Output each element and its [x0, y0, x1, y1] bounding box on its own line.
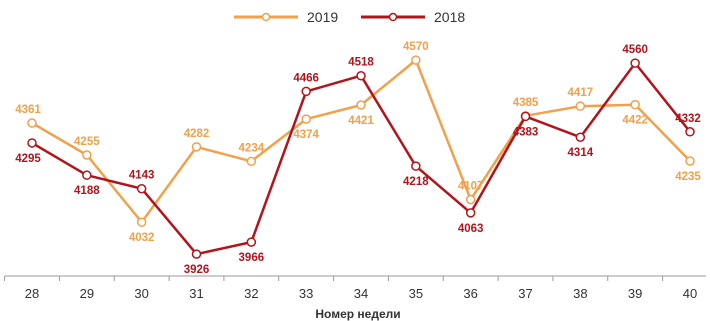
data-point-2018 [356, 70, 366, 81]
legend-marker-2019 [261, 12, 271, 22]
x-tick-label: 34 [354, 286, 368, 301]
data-label-2018: 4560 [622, 44, 648, 56]
data-point-2018 [136, 183, 147, 194]
data-label-2019: 4374 [293, 129, 319, 141]
data-label-2018: 4314 [568, 147, 594, 159]
data-label-2018: 4332 [675, 113, 701, 125]
data-label-2019: 4235 [675, 171, 701, 183]
legend: 2019 2018 [234, 9, 465, 25]
data-point-2018 [575, 132, 586, 142]
x-tick-label: 38 [573, 286, 587, 301]
data-point-2019 [685, 156, 695, 166]
data-label-2018: 4063 [458, 223, 484, 235]
data-label-2018: 3966 [239, 252, 265, 264]
data-point-2019 [27, 118, 37, 128]
x-tick-label: 35 [409, 286, 423, 301]
data-label-2018: 4188 [74, 185, 100, 197]
data-point-2019 [630, 99, 640, 110]
data-label-2019: 4107 [458, 181, 484, 193]
data-point-2018 [27, 138, 37, 148]
x-tick-label: 32 [244, 286, 258, 301]
series-line-2019 [31, 58, 691, 224]
data-point-2019 [575, 101, 586, 111]
legend-marker-2018 [388, 12, 398, 22]
x-tick-label: 31 [189, 286, 203, 301]
legend-item-2019: 2019 [234, 9, 338, 25]
x-tick-label: 30 [134, 286, 148, 301]
data-point-2019 [246, 156, 257, 167]
data-label-2019: 4361 [15, 104, 41, 116]
legend-label-2019: 2019 [307, 9, 338, 25]
data-label-2019: 4570 [403, 41, 429, 53]
data-label-2019: 4282 [184, 128, 210, 140]
data-point-2018 [301, 86, 311, 97]
x-tick-label: 37 [518, 286, 532, 301]
data-point-2018 [630, 58, 640, 68]
x-tick-label: 33 [299, 286, 313, 301]
x-tick-label: 40 [683, 286, 697, 301]
data-point-2019 [465, 194, 476, 205]
data-label-2018: 4466 [293, 72, 319, 84]
data-point-2018 [411, 161, 421, 171]
data-point-2019 [301, 114, 311, 124]
data-point-2019 [356, 100, 366, 110]
data-label-2018: 3926 [184, 264, 210, 276]
x-axis-ticks: 28 29 30 31 32 33 34 35 36 37 38 39 40 [4, 276, 697, 301]
data-point-2019 [411, 55, 421, 65]
plot-area: 4361 4255 4032 4282 4234 4374 4421 4570 4107 4385… [15, 41, 701, 276]
data-point-2018 [520, 111, 531, 122]
data-point-2018 [246, 237, 257, 247]
data-label-2018: 4218 [403, 176, 429, 188]
x-tick-label: 39 [628, 286, 642, 301]
data-point-2019 [82, 150, 92, 160]
data-label-2019: 4255 [74, 136, 100, 148]
data-point-2018 [685, 127, 695, 137]
x-tick-label: 28 [25, 286, 39, 301]
x-tick-label: 36 [463, 286, 477, 301]
data-label-2019: 4422 [622, 115, 648, 127]
data-point-2019 [191, 142, 202, 152]
data-point-2018 [82, 170, 92, 180]
data-point-2018 [465, 208, 476, 218]
data-label-2018: 4518 [348, 57, 374, 69]
data-label-2019: 4234 [239, 142, 265, 154]
data-label-2018: 4295 [15, 153, 41, 165]
x-tick-label: 29 [80, 286, 94, 301]
data-label-2018: 4383 [513, 126, 539, 138]
data-point-2019 [136, 217, 147, 227]
data-point-2018 [191, 249, 202, 259]
legend-label-2018: 2018 [434, 9, 465, 25]
data-label-2019: 4421 [348, 115, 374, 127]
legend-item-2018: 2018 [361, 9, 465, 25]
data-label-2019: 4385 [513, 97, 539, 109]
data-label-2018: 4143 [129, 170, 155, 182]
data-label-2019: 4417 [568, 87, 594, 99]
x-axis-title: Номер недели [315, 307, 400, 321]
data-label-2019: 4032 [129, 232, 155, 244]
